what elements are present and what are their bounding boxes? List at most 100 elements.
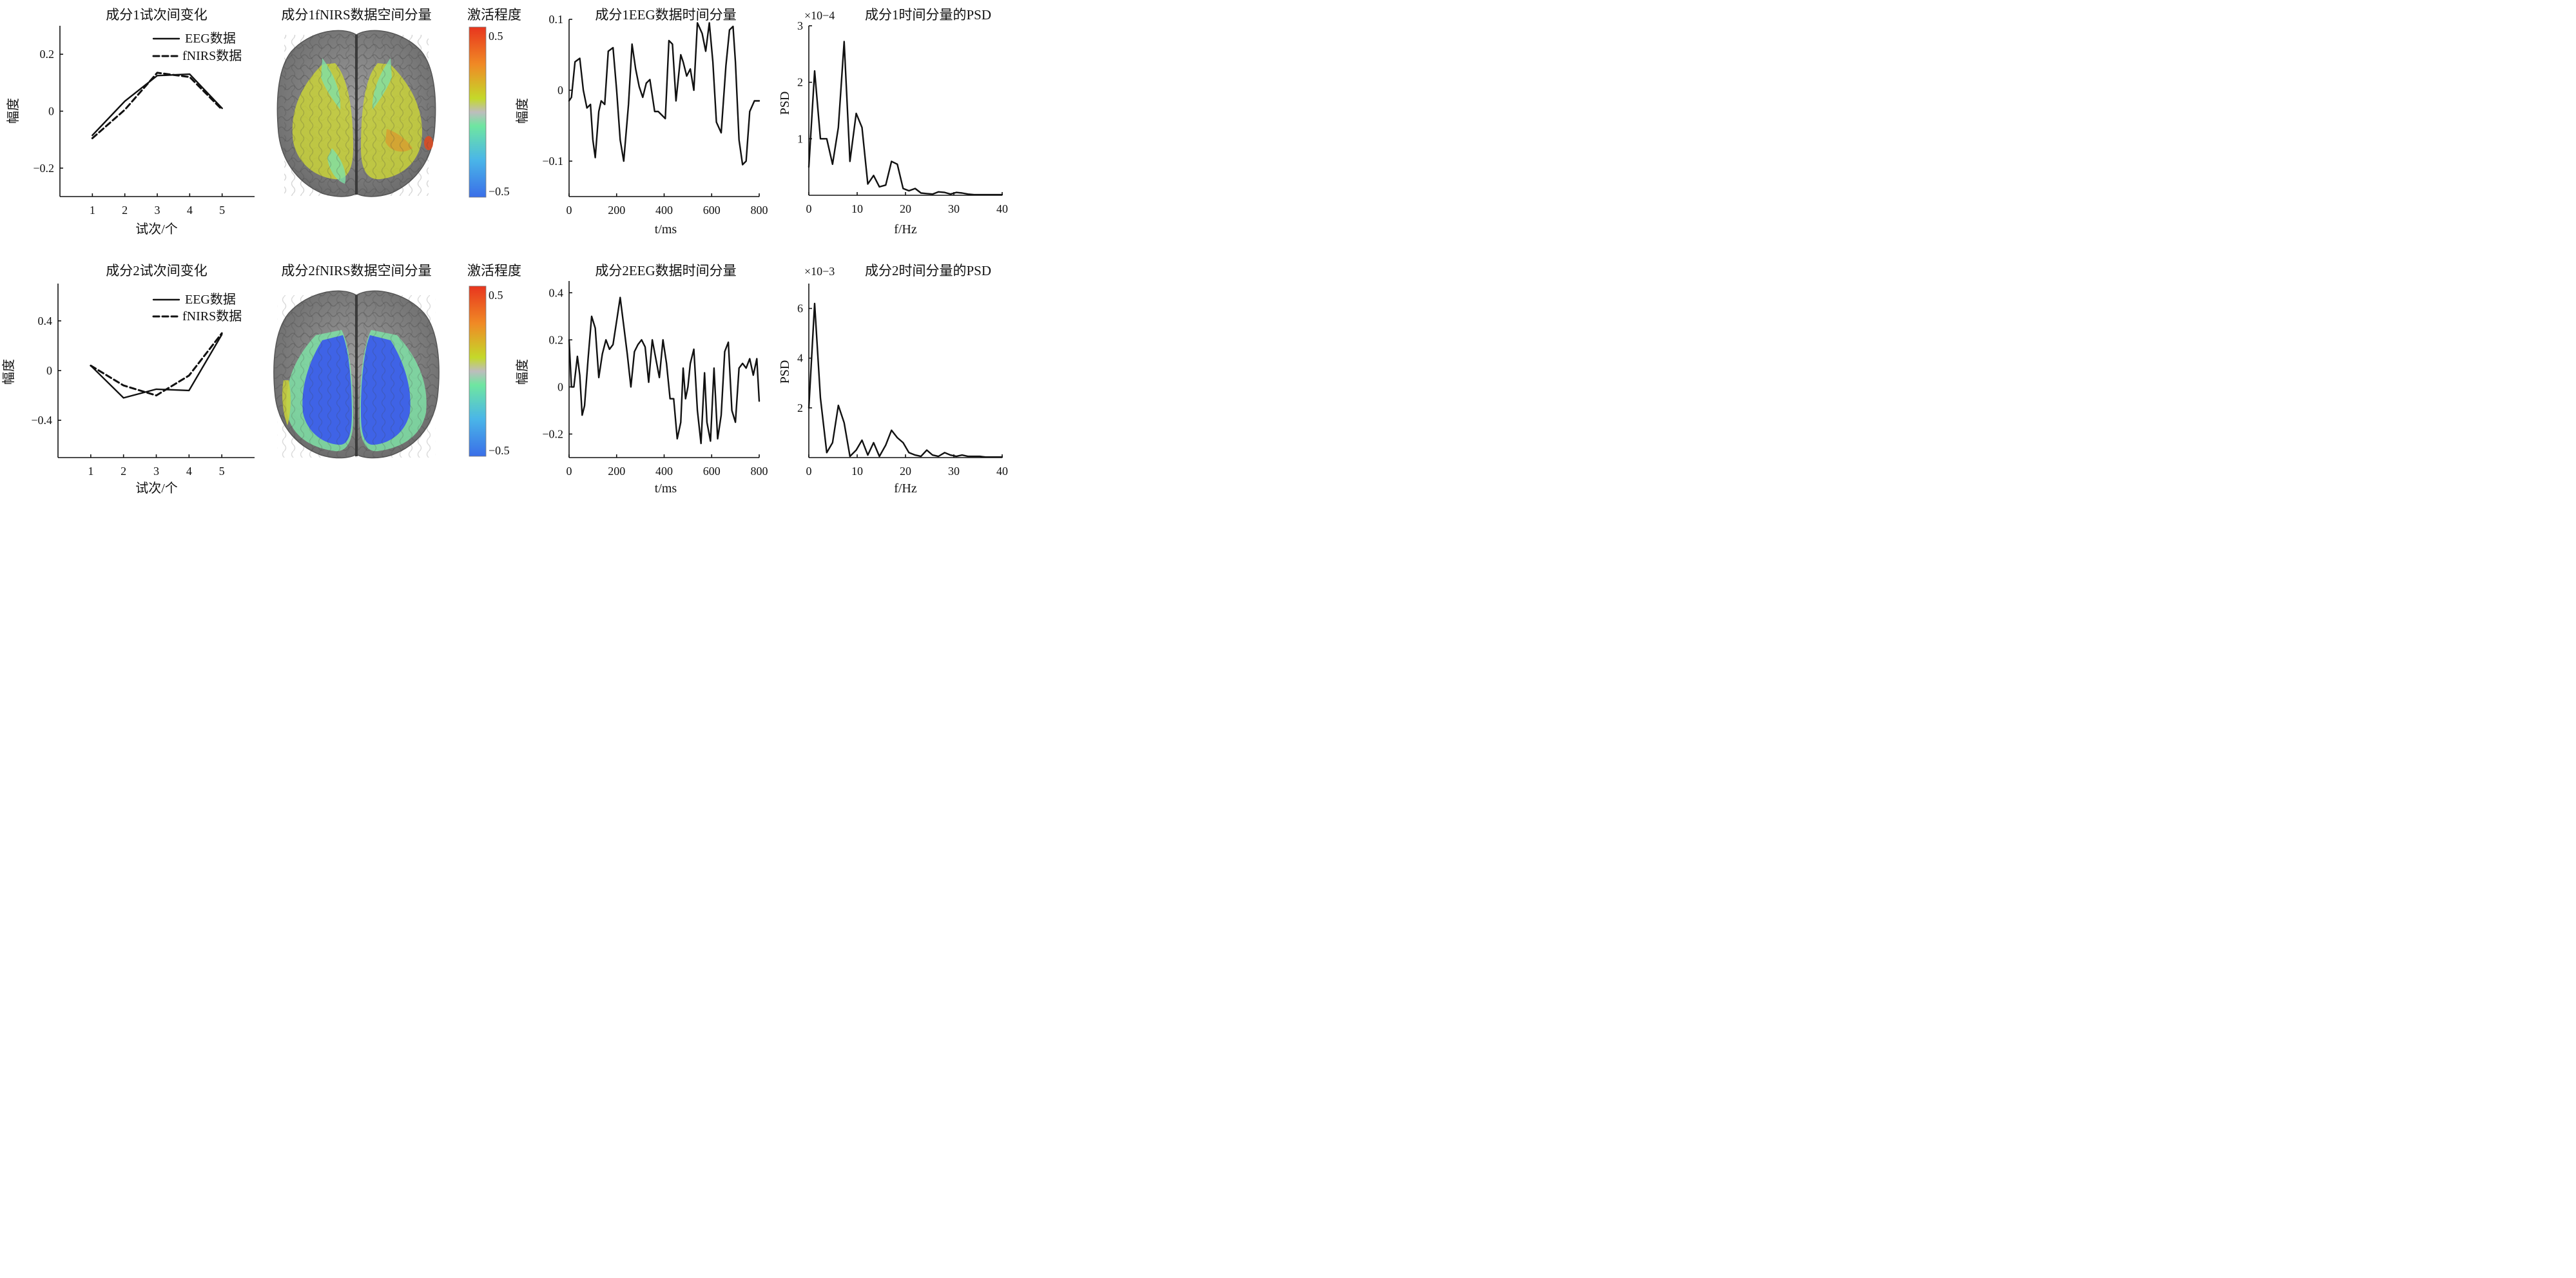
panel-title: 成分1时间分量的PSD [865, 7, 991, 23]
series-line-0 [90, 333, 223, 399]
figure: 成分1试次间变化 1 2 3 4 5 −0.2 0 0.2 试次/个 幅度 EEG数据 fN… [1, 7, 1008, 496]
x-ticks: 0 10 20 30 40 [806, 192, 1008, 215]
y-tick-label: 0 [46, 364, 52, 377]
colorbar-min-label: −0.5 [489, 444, 510, 457]
y-ticks: 1 2 3 [797, 19, 812, 145]
y-tick-label: −0.2 [542, 427, 563, 440]
x-ticks: 1 2 3 4 5 [88, 454, 225, 478]
x-tick-label: 30 [948, 465, 960, 478]
x-tick-label: 4 [187, 204, 193, 217]
y-tick-label: 0.4 [38, 315, 53, 327]
series-lines [90, 332, 223, 399]
brain-render [276, 30, 436, 197]
y-tick-label: 6 [797, 302, 803, 315]
x-ticks: 0 200 400 600 800 [567, 454, 768, 478]
x-tick-label: 10 [851, 465, 863, 478]
series-line-0 [568, 296, 760, 445]
x-axis-label: f/Hz [894, 481, 917, 496]
x-tick-label: 400 [655, 465, 673, 478]
y-tick-label: 1 [797, 132, 803, 145]
y-tick-label: 0.2 [549, 333, 564, 346]
series-lines [808, 302, 1003, 458]
legend: EEG数据 fNIRS数据 [152, 31, 242, 63]
x-tick-label: 0 [567, 465, 572, 478]
y-ticks: −0.2 0 0.2 0.4 [542, 286, 572, 440]
brain-map-component1: 成分1fNIRS数据空间分量 激活程度 0.5 −0.5 [276, 7, 521, 198]
x-ticks: 0 10 20 30 40 [806, 454, 1008, 478]
y-tick-label: 0.4 [549, 286, 564, 299]
x-tick-label: 600 [703, 204, 721, 217]
y-tick-label: 0 [557, 84, 563, 97]
series-line-0 [808, 41, 1003, 196]
x-tick-label: 40 [996, 202, 1008, 215]
x-tick-label: 0 [806, 465, 812, 478]
brain-map-title: 成分1fNIRS数据空间分量 [281, 7, 431, 23]
x-tick-label: 200 [608, 204, 625, 217]
y-tick-label: −0.4 [31, 414, 52, 427]
y-axis-label: PSD [778, 92, 792, 115]
series-lines [808, 41, 1003, 196]
series-line-0 [568, 22, 760, 166]
legend-label-fnirs: fNIRS数据 [182, 309, 242, 324]
x-ticks: 1 2 3 4 5 [90, 193, 225, 217]
x-tick-label: 30 [948, 202, 960, 215]
x-tick-label: 20 [900, 465, 911, 478]
panel-component2-trial-variation: 成分2试次间变化 1 2 3 4 5 −0.4 0 0.4 试次/个 幅度 EEG数据 fN… [1, 263, 255, 496]
y-tick-label: 0 [557, 380, 563, 393]
legend-label-eeg: EEG数据 [185, 292, 236, 307]
x-tick-label: 1 [88, 465, 93, 478]
x-tick-label: 2 [122, 204, 128, 217]
brain-map-component2: 成分2fNIRS数据空间分量 激活程度 0.5 −0.5 [273, 263, 521, 459]
series-lines [91, 72, 224, 139]
x-tick-label: 1 [90, 204, 95, 217]
x-axis-label: 试次/个 [135, 222, 178, 237]
y-tick-label: 2 [797, 76, 803, 89]
panel-title: 成分2试次间变化 [106, 263, 208, 278]
series-line-0 [808, 302, 1003, 458]
y-axis-label: 幅度 [515, 359, 530, 385]
x-axis-label: t/ms [655, 222, 677, 237]
y-tick-label: 0 [48, 105, 54, 118]
x-axis-label: t/ms [655, 481, 677, 496]
panel-component2-eeg-time: 成分2EEG数据时间分量 0 200 400 600 800 −0.2 0 0.2 0.4 t… [515, 263, 768, 496]
y-tick-label: 3 [797, 19, 803, 32]
y-tick-label: 4 [797, 352, 803, 365]
brain-render [273, 290, 440, 459]
x-tick-label: 200 [608, 465, 625, 478]
x-tick-label: 5 [219, 465, 225, 478]
x-axis-label: f/Hz [894, 222, 917, 237]
colorbar [469, 26, 487, 198]
colorbar-title: 激活程度 [467, 263, 521, 278]
x-tick-label: 800 [751, 204, 768, 217]
colorbar [469, 286, 487, 457]
x-ticks: 0 200 400 600 800 [567, 193, 768, 217]
x-tick-label: 4 [186, 465, 192, 478]
series-line-1 [91, 72, 224, 139]
x-tick-label: 800 [751, 465, 768, 478]
y-ticks: −0.2 0 0.2 [33, 48, 63, 175]
y-axis-label: 幅度 [1, 359, 16, 385]
panel-component2-psd: ×10−3 成分2时间分量的PSD 0 10 20 30 40 2 4 6 f/Hz PSD [778, 263, 1008, 496]
y-scale-factor: ×10−3 [804, 265, 835, 278]
panel-title: 成分1试次间变化 [106, 7, 208, 23]
y-tick-label: 2 [797, 402, 803, 414]
x-tick-label: 3 [153, 465, 159, 478]
colorbar-min-label: −0.5 [489, 185, 510, 198]
legend-label-fnirs: fNIRS数据 [182, 48, 242, 63]
y-ticks: −0.4 0 0.4 [31, 315, 61, 427]
panel-title: 成分2EEG数据时间分量 [595, 263, 736, 278]
series-line-1 [90, 332, 223, 397]
x-tick-label: 5 [219, 204, 225, 217]
colorbar-title: 激活程度 [467, 7, 521, 23]
colorbar-max-label: 0.5 [489, 30, 503, 43]
y-ticks: −0.1 0 0.1 [542, 13, 572, 168]
y-axis-label: 幅度 [6, 98, 21, 124]
x-tick-label: 10 [851, 202, 863, 215]
x-tick-label: 600 [703, 465, 721, 478]
x-axis-label: 试次/个 [135, 481, 178, 496]
series-lines [568, 296, 760, 445]
panel-component1-eeg-time: 成分1EEG数据时间分量 0 200 400 600 800 −0.1 0 0.1 t/ms… [515, 7, 768, 237]
x-tick-label: 2 [121, 465, 126, 478]
x-tick-label: 0 [567, 204, 572, 217]
x-tick-label: 400 [655, 204, 673, 217]
